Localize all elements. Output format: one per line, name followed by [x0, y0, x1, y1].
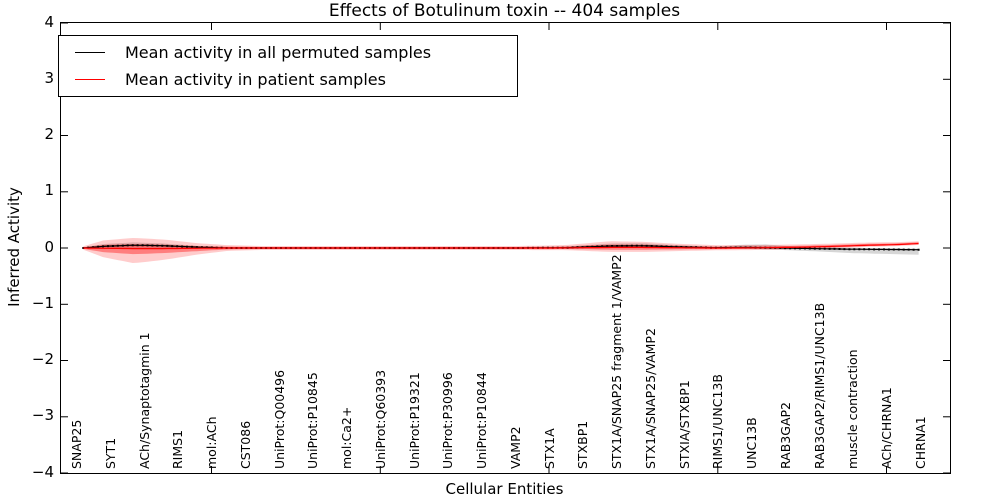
- y-tick-label: 3: [44, 68, 54, 87]
- plot-area: SNAP25 SYT1 ACh/Synaptotagmin 1 RIMS1 mol:AC…: [60, 22, 951, 474]
- legend-entry-permuted: Mean activity in all permuted samples: [59, 39, 517, 65]
- chart-title: Effects of Botulinum toxin -- 404 sample…: [328, 1, 681, 21]
- y-tick-label: 4: [44, 12, 54, 31]
- legend: Mean activity in all permuted samples Me…: [58, 35, 518, 97]
- legend-line-patient-icon: [75, 79, 105, 81]
- legend-label-permuted: Mean activity in all permuted samples: [125, 42, 432, 62]
- band-patient-samples-spread-outer: [83, 238, 919, 263]
- y-tick-label: −2: [31, 350, 54, 368]
- x-axis-label: Cellular Entities: [445, 480, 564, 498]
- y-tick-label: −4: [31, 462, 54, 481]
- legend-entry-patient: Mean activity in patient samples: [59, 67, 517, 93]
- y-tick-label: 0: [44, 237, 54, 256]
- chart-canvas: [61, 23, 950, 473]
- line-patient-mean: [83, 242, 919, 250]
- y-tick-label: 2: [44, 125, 54, 143]
- y-tick-label: −1: [31, 293, 54, 312]
- y-tick-label: 1: [44, 181, 54, 200]
- y-tick-label: −3: [31, 406, 54, 425]
- legend-label-patient: Mean activity in patient samples: [125, 70, 386, 90]
- legend-line-permuted-icon: [75, 51, 105, 53]
